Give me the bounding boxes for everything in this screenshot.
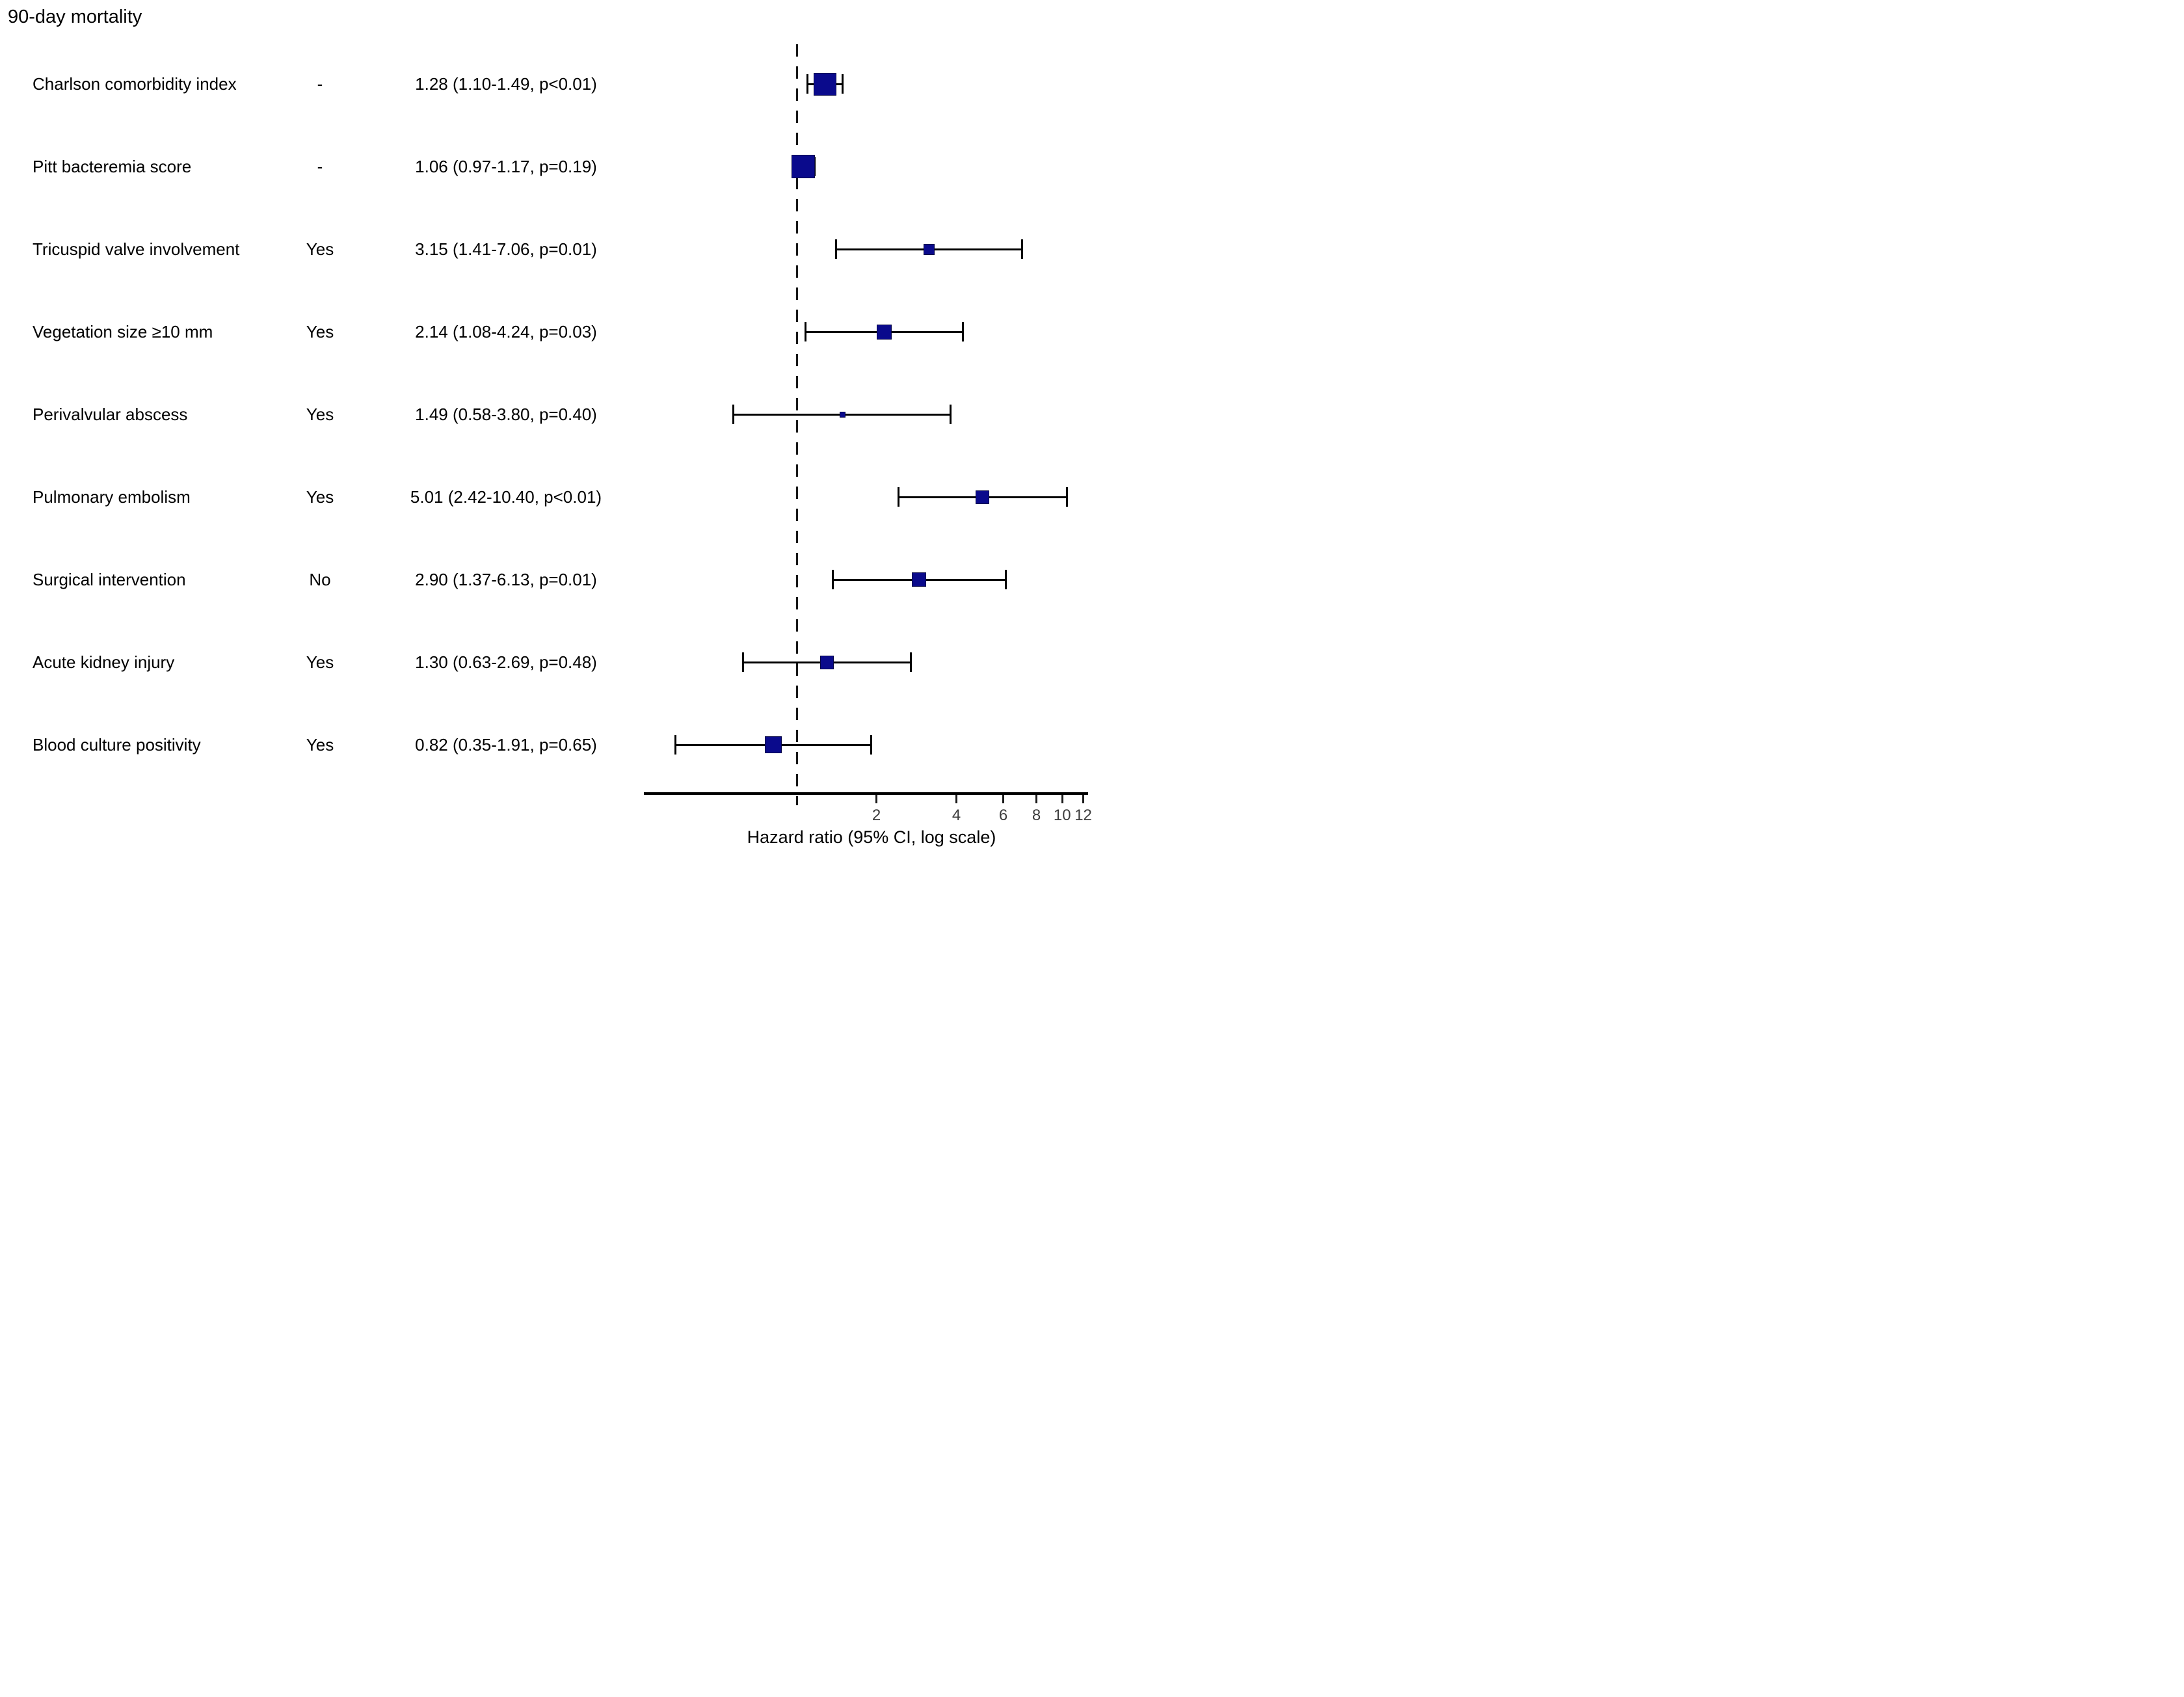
- row-level-value: Yes: [306, 652, 334, 672]
- row-variable-label: Pulmonary embolism: [33, 487, 191, 507]
- row-variable-label: Pitt bacteremia score: [33, 157, 192, 176]
- row-estimate-text: 2.14 (1.08-4.24, p=0.03): [415, 322, 597, 341]
- ci-cap-left: [806, 74, 808, 94]
- ci-cap-right: [909, 652, 912, 672]
- row-level-value: Yes: [306, 487, 334, 507]
- ci-cap-left: [804, 322, 806, 341]
- hazard-ratio-marker: [839, 411, 846, 418]
- row-estimate-text: 2.90 (1.37-6.13, p=0.01): [415, 570, 597, 589]
- hazard-ratio-marker: [976, 490, 990, 504]
- x-axis-line: [644, 792, 1088, 795]
- row-variable-label: Charlson comorbidity index: [33, 74, 237, 94]
- x-axis-label: Hazard ratio (95% CI, log scale): [747, 827, 996, 847]
- ci-cap-left: [674, 735, 676, 755]
- hazard-ratio-marker: [877, 324, 892, 340]
- x-axis-tick-label: 2: [872, 807, 881, 824]
- ci-cap-right: [870, 735, 872, 755]
- hazard-ratio-marker: [819, 655, 834, 669]
- row-estimate-text: 0.82 (0.35-1.91, p=0.65): [415, 735, 597, 755]
- hazard-ratio-marker: [813, 72, 836, 96]
- hazard-ratio-marker: [791, 155, 815, 178]
- row-level-value: Yes: [306, 735, 334, 755]
- x-axis-tick-label: 12: [1074, 807, 1092, 824]
- x-axis-tick: [955, 795, 958, 803]
- x-axis-tick-label: 4: [952, 807, 961, 824]
- ci-cap-right: [1020, 239, 1023, 259]
- ci-cap-right: [841, 74, 844, 94]
- chart-title: 90-day mortality: [8, 7, 142, 27]
- ci-cap-left: [897, 487, 899, 507]
- x-axis-tick: [1061, 795, 1063, 803]
- ci-cap-left: [834, 239, 837, 259]
- row-level-value: Yes: [306, 322, 334, 341]
- row-estimate-text: 1.30 (0.63-2.69, p=0.48): [415, 652, 597, 672]
- ci-cap-right: [1004, 570, 1007, 589]
- hazard-ratio-marker: [912, 572, 927, 587]
- hazard-ratio-marker: [923, 243, 935, 255]
- row-level-value: No: [309, 570, 331, 589]
- reference-line-hr1: [796, 44, 798, 805]
- x-axis-tick: [1002, 795, 1005, 803]
- x-axis-tick: [875, 795, 878, 803]
- ci-cap-left: [732, 405, 735, 424]
- row-variable-label: Perivalvular abscess: [33, 405, 188, 424]
- x-axis-tick: [1035, 795, 1038, 803]
- row-level-value: -: [317, 74, 323, 94]
- row-level-value: Yes: [306, 405, 334, 424]
- row-level-value: -: [317, 157, 323, 176]
- row-variable-label: Surgical intervention: [33, 570, 186, 589]
- row-estimate-text: 5.01 (2.42-10.40, p<0.01): [410, 487, 602, 507]
- ci-cap-left: [741, 652, 744, 672]
- x-axis-tick-label: 10: [1053, 807, 1071, 824]
- row-estimate-text: 1.49 (0.58-3.80, p=0.40): [415, 405, 597, 424]
- row-variable-label: Blood culture positivity: [33, 735, 201, 755]
- row-estimate-text: 3.15 (1.41-7.06, p=0.01): [415, 239, 597, 259]
- forest-plot: 90-day mortality Charlson comorbidity in…: [0, 0, 1092, 849]
- hazard-ratio-marker: [765, 736, 782, 753]
- x-axis-tick-label: 6: [998, 807, 1008, 824]
- x-axis-tick: [1082, 795, 1085, 803]
- ci-cap-right: [1065, 487, 1068, 507]
- row-variable-label: Tricuspid valve involvement: [33, 239, 240, 259]
- ci-cap-left: [831, 570, 834, 589]
- row-level-value: Yes: [306, 239, 334, 259]
- ci-cap-right: [962, 322, 965, 341]
- row-variable-label: Vegetation size ≥10 mm: [33, 322, 213, 341]
- row-estimate-text: 1.06 (0.97-1.17, p=0.19): [415, 157, 597, 176]
- row-variable-label: Acute kidney injury: [33, 652, 175, 672]
- ci-cap-right: [949, 405, 952, 424]
- row-estimate-text: 1.28 (1.10-1.49, p<0.01): [415, 74, 597, 94]
- x-axis-tick-label: 8: [1032, 807, 1041, 824]
